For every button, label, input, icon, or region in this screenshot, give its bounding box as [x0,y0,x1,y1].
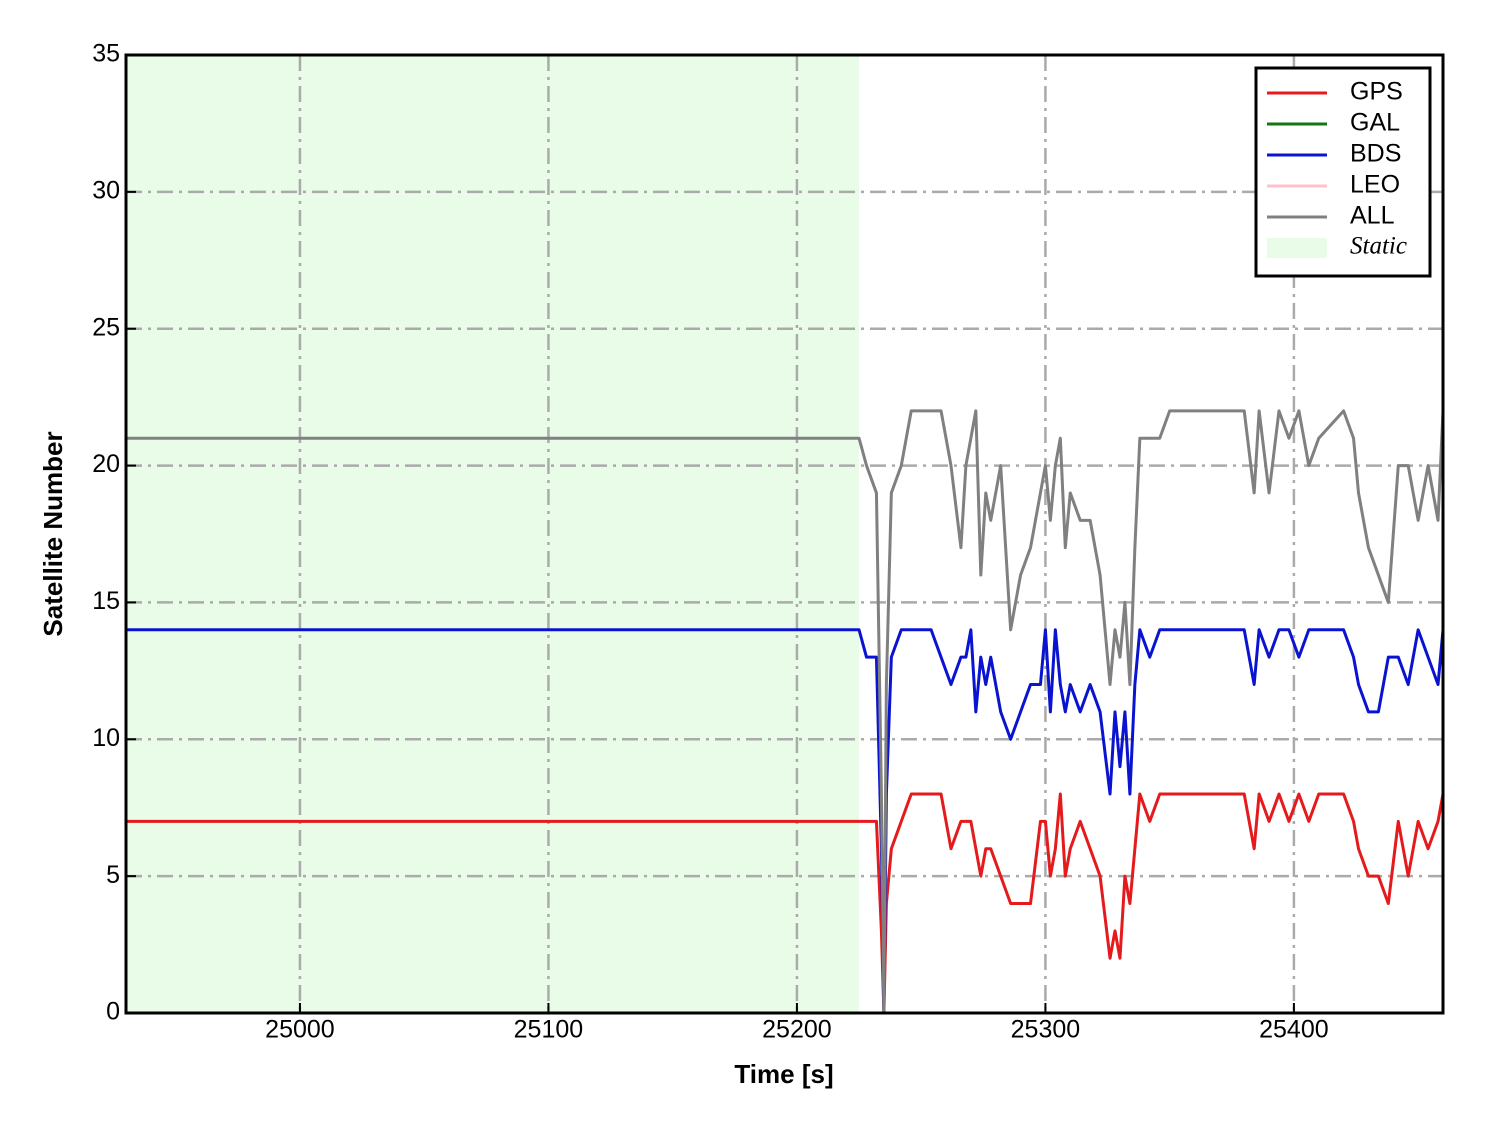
y-tick-label: 35 [92,40,120,68]
series-line [126,409,1445,1015]
x-axis-title: Time [s] [734,1059,833,1089]
series-line [126,628,1445,1015]
legend-label: ALL [1350,202,1395,230]
y-tick-label: 5 [106,861,120,889]
y-tick-label: 10 [92,724,120,752]
plot-frame [124,53,1445,1015]
legend-swatch [1267,238,1327,258]
legend-label: BDS [1350,140,1401,168]
y-tick-label: 0 [106,998,120,1026]
y-tick-label: 15 [92,587,120,615]
x-tick-label: 25300 [1011,1016,1081,1044]
x-tick-label: 25400 [1259,1016,1329,1044]
y-tick-label: 20 [92,450,120,478]
y-tick-label: 30 [92,176,120,204]
legend-label: Static [1350,233,1407,260]
legend-label: GAL [1350,109,1400,137]
series-line [126,792,1445,1015]
y-tick-label: 25 [92,313,120,341]
y-axis-title: Satellite Number [38,431,68,636]
legend-label: GPS [1350,78,1403,106]
static-span [126,55,860,1013]
x-tick-label: 25100 [514,1016,584,1044]
x-tick-label: 25000 [265,1016,335,1044]
x-tick-label: 25200 [762,1016,832,1044]
legend-label: LEO [1350,171,1400,199]
